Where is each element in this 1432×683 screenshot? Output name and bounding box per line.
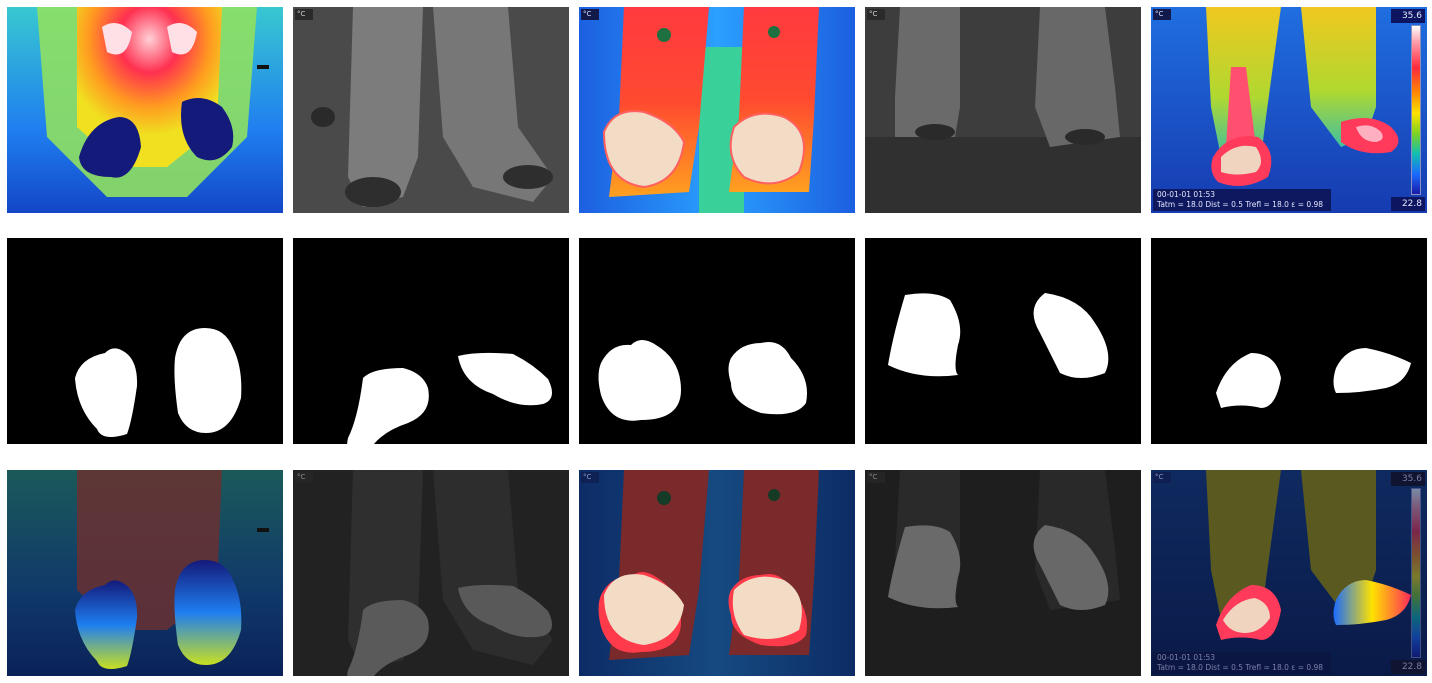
overlay-4: °C (865, 470, 1141, 676)
thermal-image-2: °C (579, 7, 855, 213)
overlay-1 (7, 470, 283, 676)
mask-4 (865, 238, 1141, 444)
overlay-4-graphic (865, 470, 1141, 676)
temperature-scale-bar (1411, 25, 1421, 195)
overlay-5-graphic (1151, 470, 1427, 676)
mask-1 (7, 238, 283, 444)
thermal-image-1-graphic (7, 7, 283, 213)
overlay-2: °C (293, 470, 569, 676)
capture-info: 00-01-01 01:53 Tatm = 18.0 Dist = 0.5 Tr… (1153, 652, 1331, 674)
unit-label: °C (581, 9, 599, 20)
mask-5 (1151, 238, 1427, 444)
capture-timestamp: 00-01-01 01:53 (1157, 653, 1216, 662)
mask-1-graphic (7, 238, 283, 444)
capture-info: 00-01-01 01:53 Tatm = 18.0 Dist = 0.5 Tr… (1153, 189, 1331, 211)
scale-max-label: 35.6 (1391, 9, 1425, 23)
unit-label: °C (295, 472, 313, 483)
unit-label: °C (581, 472, 599, 483)
grayscale-image-1: °C (293, 7, 569, 213)
thermal-image-1 (7, 7, 283, 213)
grayscale-image-2-graphic (865, 7, 1141, 213)
thermal-image-2-graphic (579, 7, 855, 213)
capture-params: Tatm = 18.0 Dist = 0.5 Trefl = 18.0 ε = … (1157, 200, 1324, 209)
mask-3 (579, 238, 855, 444)
overlay-3-graphic (579, 470, 855, 676)
capture-params: Tatm = 18.0 Dist = 0.5 Trefl = 18.0 ε = … (1157, 663, 1324, 672)
unit-label: °C (1153, 472, 1171, 483)
overlay-5: °C 35.6 22.8 00-01-01 01:53 Tatm = 18.0 … (1151, 470, 1427, 676)
overlay-3: °C (579, 470, 855, 676)
mask-5-graphic (1151, 238, 1427, 444)
unit-label: °C (1153, 9, 1171, 20)
unit-label: °C (867, 9, 885, 20)
unit-label: °C (295, 9, 313, 20)
overlay-2-graphic (293, 470, 569, 676)
scale-min-label: 22.8 (1391, 197, 1425, 211)
capture-timestamp: 00-01-01 01:53 (1157, 190, 1216, 199)
temperature-scale-bar (1411, 488, 1421, 658)
scale-min-label: 22.8 (1391, 660, 1425, 674)
unit-label: °C (867, 472, 885, 483)
grayscale-image-2: °C (865, 7, 1141, 213)
mask-4-graphic (865, 238, 1141, 444)
scale-max-label: 35.6 (1391, 472, 1425, 486)
mask-2 (293, 238, 569, 444)
mask-3-graphic (579, 238, 855, 444)
overlay-1-graphic (7, 470, 283, 676)
thermal-image-3: °C 35.6 22.8 00-01-01 01:53 Tatm = 18.0 … (1151, 7, 1427, 213)
mask-2-graphic (293, 238, 569, 444)
grayscale-image-1-graphic (293, 7, 569, 213)
thermal-image-3-graphic (1151, 7, 1427, 213)
